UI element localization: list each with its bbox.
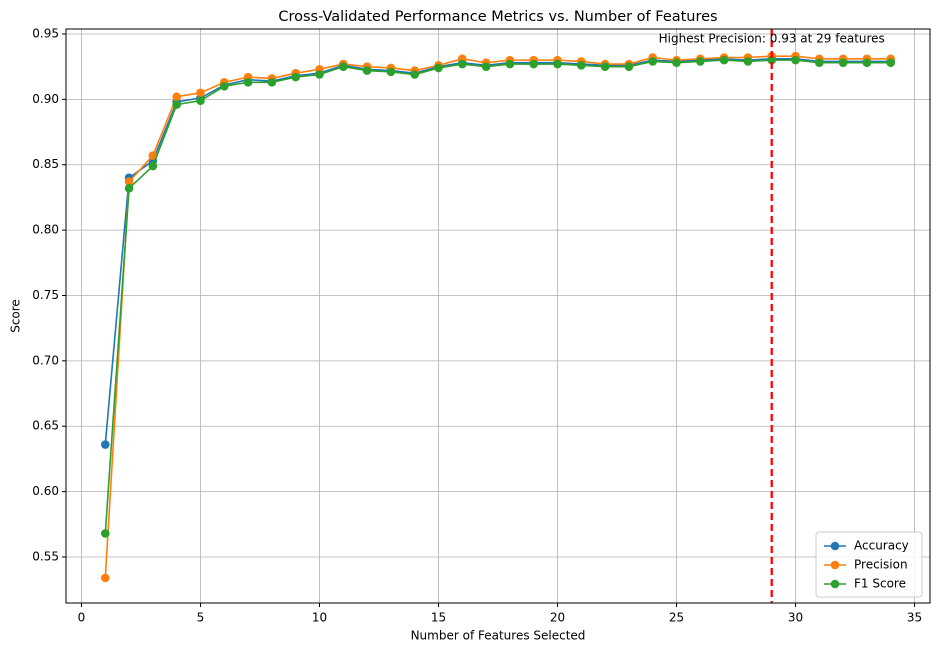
legend-box bbox=[815, 531, 923, 598]
data-point bbox=[386, 67, 396, 77]
data-point bbox=[838, 58, 848, 68]
data-point bbox=[529, 59, 539, 69]
data-point bbox=[457, 59, 467, 69]
x-tick-label: 10 bbox=[312, 611, 327, 625]
data-point bbox=[172, 100, 181, 109]
x-axis-label: Number of Features Selected bbox=[411, 629, 586, 643]
legend-marker bbox=[830, 560, 840, 570]
data-point bbox=[100, 573, 110, 583]
data-point bbox=[719, 55, 729, 65]
data-point bbox=[124, 177, 134, 187]
data-point bbox=[124, 183, 134, 193]
legend-label: Precision bbox=[854, 558, 908, 572]
y-tick-label: 0.70 bbox=[32, 353, 59, 367]
data-point bbox=[672, 58, 681, 68]
data-point bbox=[553, 59, 562, 69]
x-tick-label: 35 bbox=[907, 611, 922, 625]
x-tick-label: 20 bbox=[550, 611, 565, 625]
data-point bbox=[815, 58, 824, 68]
data-point bbox=[791, 55, 800, 65]
plot-frame bbox=[65, 28, 931, 604]
y-tick-label: 0.60 bbox=[32, 484, 59, 498]
data-point bbox=[410, 70, 419, 79]
y-tick-label: 0.80 bbox=[32, 223, 59, 237]
x-tick-label: 5 bbox=[197, 611, 205, 625]
legend-marker bbox=[830, 541, 840, 551]
data-point bbox=[196, 96, 205, 105]
x-tick-label: 30 bbox=[788, 611, 803, 625]
data-point bbox=[172, 92, 181, 102]
data-point bbox=[362, 66, 372, 75]
data-point bbox=[148, 161, 158, 171]
data-point bbox=[767, 55, 777, 65]
data-point bbox=[338, 62, 348, 71]
data-point bbox=[148, 151, 158, 160]
data-point bbox=[624, 62, 634, 71]
x-tick-label: 25 bbox=[669, 611, 684, 625]
y-tick-label: 0.55 bbox=[32, 549, 59, 563]
data-point bbox=[886, 58, 896, 68]
series-line bbox=[104, 58, 891, 445]
legend-label: F1 Score bbox=[854, 577, 906, 591]
data-point bbox=[505, 59, 515, 69]
data-point bbox=[219, 81, 229, 91]
data-point bbox=[862, 58, 872, 68]
data-point bbox=[577, 61, 586, 70]
x-tick-label: 0 bbox=[78, 611, 86, 625]
data-point bbox=[196, 88, 205, 98]
y-tick-label: 0.75 bbox=[32, 288, 59, 302]
data-point bbox=[315, 70, 324, 79]
chart-title: Cross-Validated Performance Metrics vs. … bbox=[278, 9, 717, 25]
y-tick-label: 0.85 bbox=[32, 157, 59, 171]
series-line bbox=[104, 59, 891, 534]
data-point bbox=[481, 62, 491, 71]
series-line bbox=[104, 55, 891, 578]
data-point bbox=[434, 63, 443, 73]
annotation: Highest Precision: 0.93 at 29 features bbox=[659, 32, 885, 46]
y-tick-label: 0.90 bbox=[32, 92, 59, 106]
data-point bbox=[600, 62, 610, 71]
x-tick-label: 15 bbox=[431, 611, 446, 625]
data-point bbox=[100, 529, 110, 538]
y-tick-label: 0.65 bbox=[32, 419, 59, 433]
legend-label: Accuracy bbox=[854, 539, 909, 553]
data-point bbox=[743, 57, 753, 66]
legend-marker bbox=[830, 579, 840, 589]
data-point bbox=[648, 57, 658, 66]
data-point bbox=[696, 57, 705, 66]
data-point bbox=[267, 78, 277, 87]
y-axis-label: Score bbox=[9, 299, 23, 333]
data-point bbox=[100, 440, 110, 449]
y-tick-label: 0.95 bbox=[32, 26, 59, 40]
data-point bbox=[291, 72, 300, 82]
data-point bbox=[243, 78, 253, 87]
